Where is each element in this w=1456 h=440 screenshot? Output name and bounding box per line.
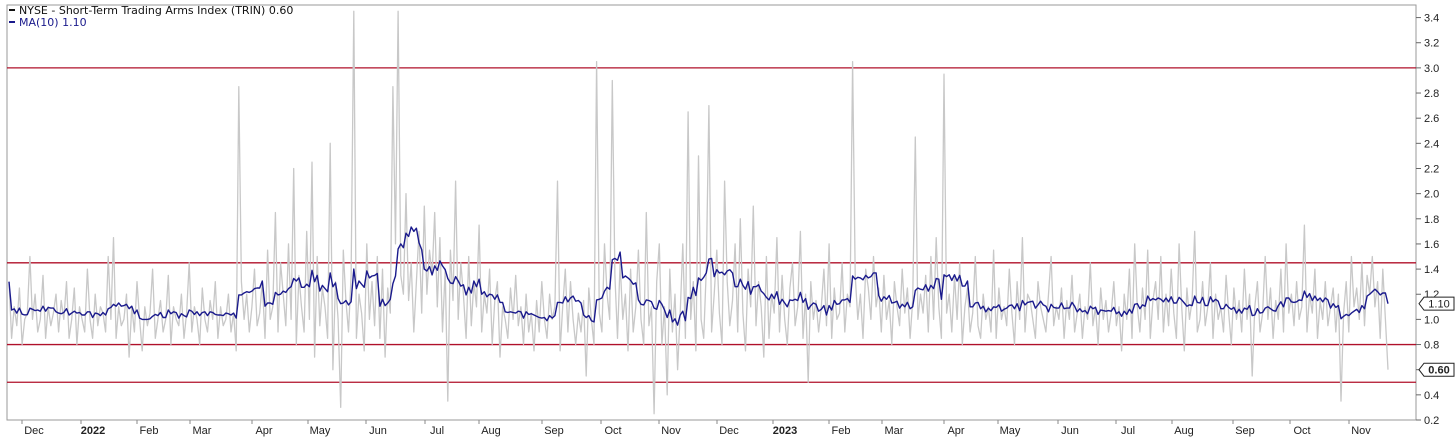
y-tick-label: 0.8 — [1424, 340, 1439, 352]
y-tick-label: 1.8 — [1424, 214, 1439, 226]
y-tick-label: 0.4 — [1424, 390, 1439, 402]
y-tick-label: 3.2 — [1424, 38, 1439, 50]
x-tick-label: Jun — [369, 425, 387, 437]
x-tick-label: Jul — [1121, 425, 1135, 437]
x-tick-label: Jul — [430, 425, 444, 437]
x-tick-label: Aug — [481, 425, 501, 437]
x-tick-label: Sep — [1235, 425, 1255, 437]
x-tick-label: Feb — [832, 425, 851, 437]
y-tick-label: 1.0 — [1424, 314, 1439, 326]
x-tick-label: Sep — [544, 425, 564, 437]
x-tick-label: Mar — [193, 425, 212, 437]
x-tick-label: May — [310, 425, 331, 437]
y-tick-label: 2.4 — [1424, 138, 1439, 150]
x-tick-label: Oct — [1293, 425, 1310, 437]
x-tick-label: May — [1000, 425, 1021, 437]
series-line-trin — [8, 10, 1389, 415]
y-tick-label: 2.2 — [1424, 163, 1439, 175]
legend-label: MA(10) 1.10 — [19, 16, 87, 29]
y-tick-label: 2.8 — [1424, 88, 1439, 100]
x-tick-label: Apr — [255, 425, 272, 437]
trin-last-value-badge: 0.60 — [1418, 362, 1455, 377]
x-tick-label: Nov — [661, 425, 681, 437]
y-tick-label: 0.2 — [1424, 415, 1439, 427]
legend-label: NYSE - Short-Term Trading Arms Index (TR… — [19, 4, 293, 17]
x-tick-label: Nov — [1351, 425, 1371, 437]
series-line-ma10 — [8, 226, 1389, 326]
y-tick-label: 2.6 — [1424, 113, 1439, 125]
badge-box — [1418, 362, 1455, 377]
badge-label: 1.10 — [1428, 299, 1449, 311]
x-tick-label: Aug — [1174, 425, 1194, 437]
y-tick-label: 1.6 — [1424, 239, 1439, 251]
x-tick-label: Apr — [947, 425, 964, 437]
x-tick-label: Feb — [140, 425, 159, 437]
badge-box — [1418, 296, 1455, 311]
legend: NYSE - Short-Term Trading Arms Index (TR… — [9, 4, 293, 29]
x-tick-label: 2022 — [81, 425, 105, 437]
y-tick-label: 3.0 — [1424, 63, 1439, 75]
x-tick-label: 2023 — [773, 425, 797, 437]
x-tick-label: Dec — [24, 425, 44, 437]
y-tick-label: 3.4 — [1424, 13, 1439, 25]
ma10-last-value-badge: 1.10 — [1418, 296, 1455, 311]
x-tick-label: Mar — [885, 425, 904, 437]
x-tick-label: Oct — [604, 425, 621, 437]
y-tick-label: 1.4 — [1424, 264, 1439, 276]
y-tick-label: 2.0 — [1424, 189, 1439, 201]
x-tick-label: Dec — [719, 425, 739, 437]
plot-area — [6, 4, 1417, 421]
badge-label: 0.60 — [1428, 365, 1449, 377]
x-tick-label: Jun — [1061, 425, 1079, 437]
